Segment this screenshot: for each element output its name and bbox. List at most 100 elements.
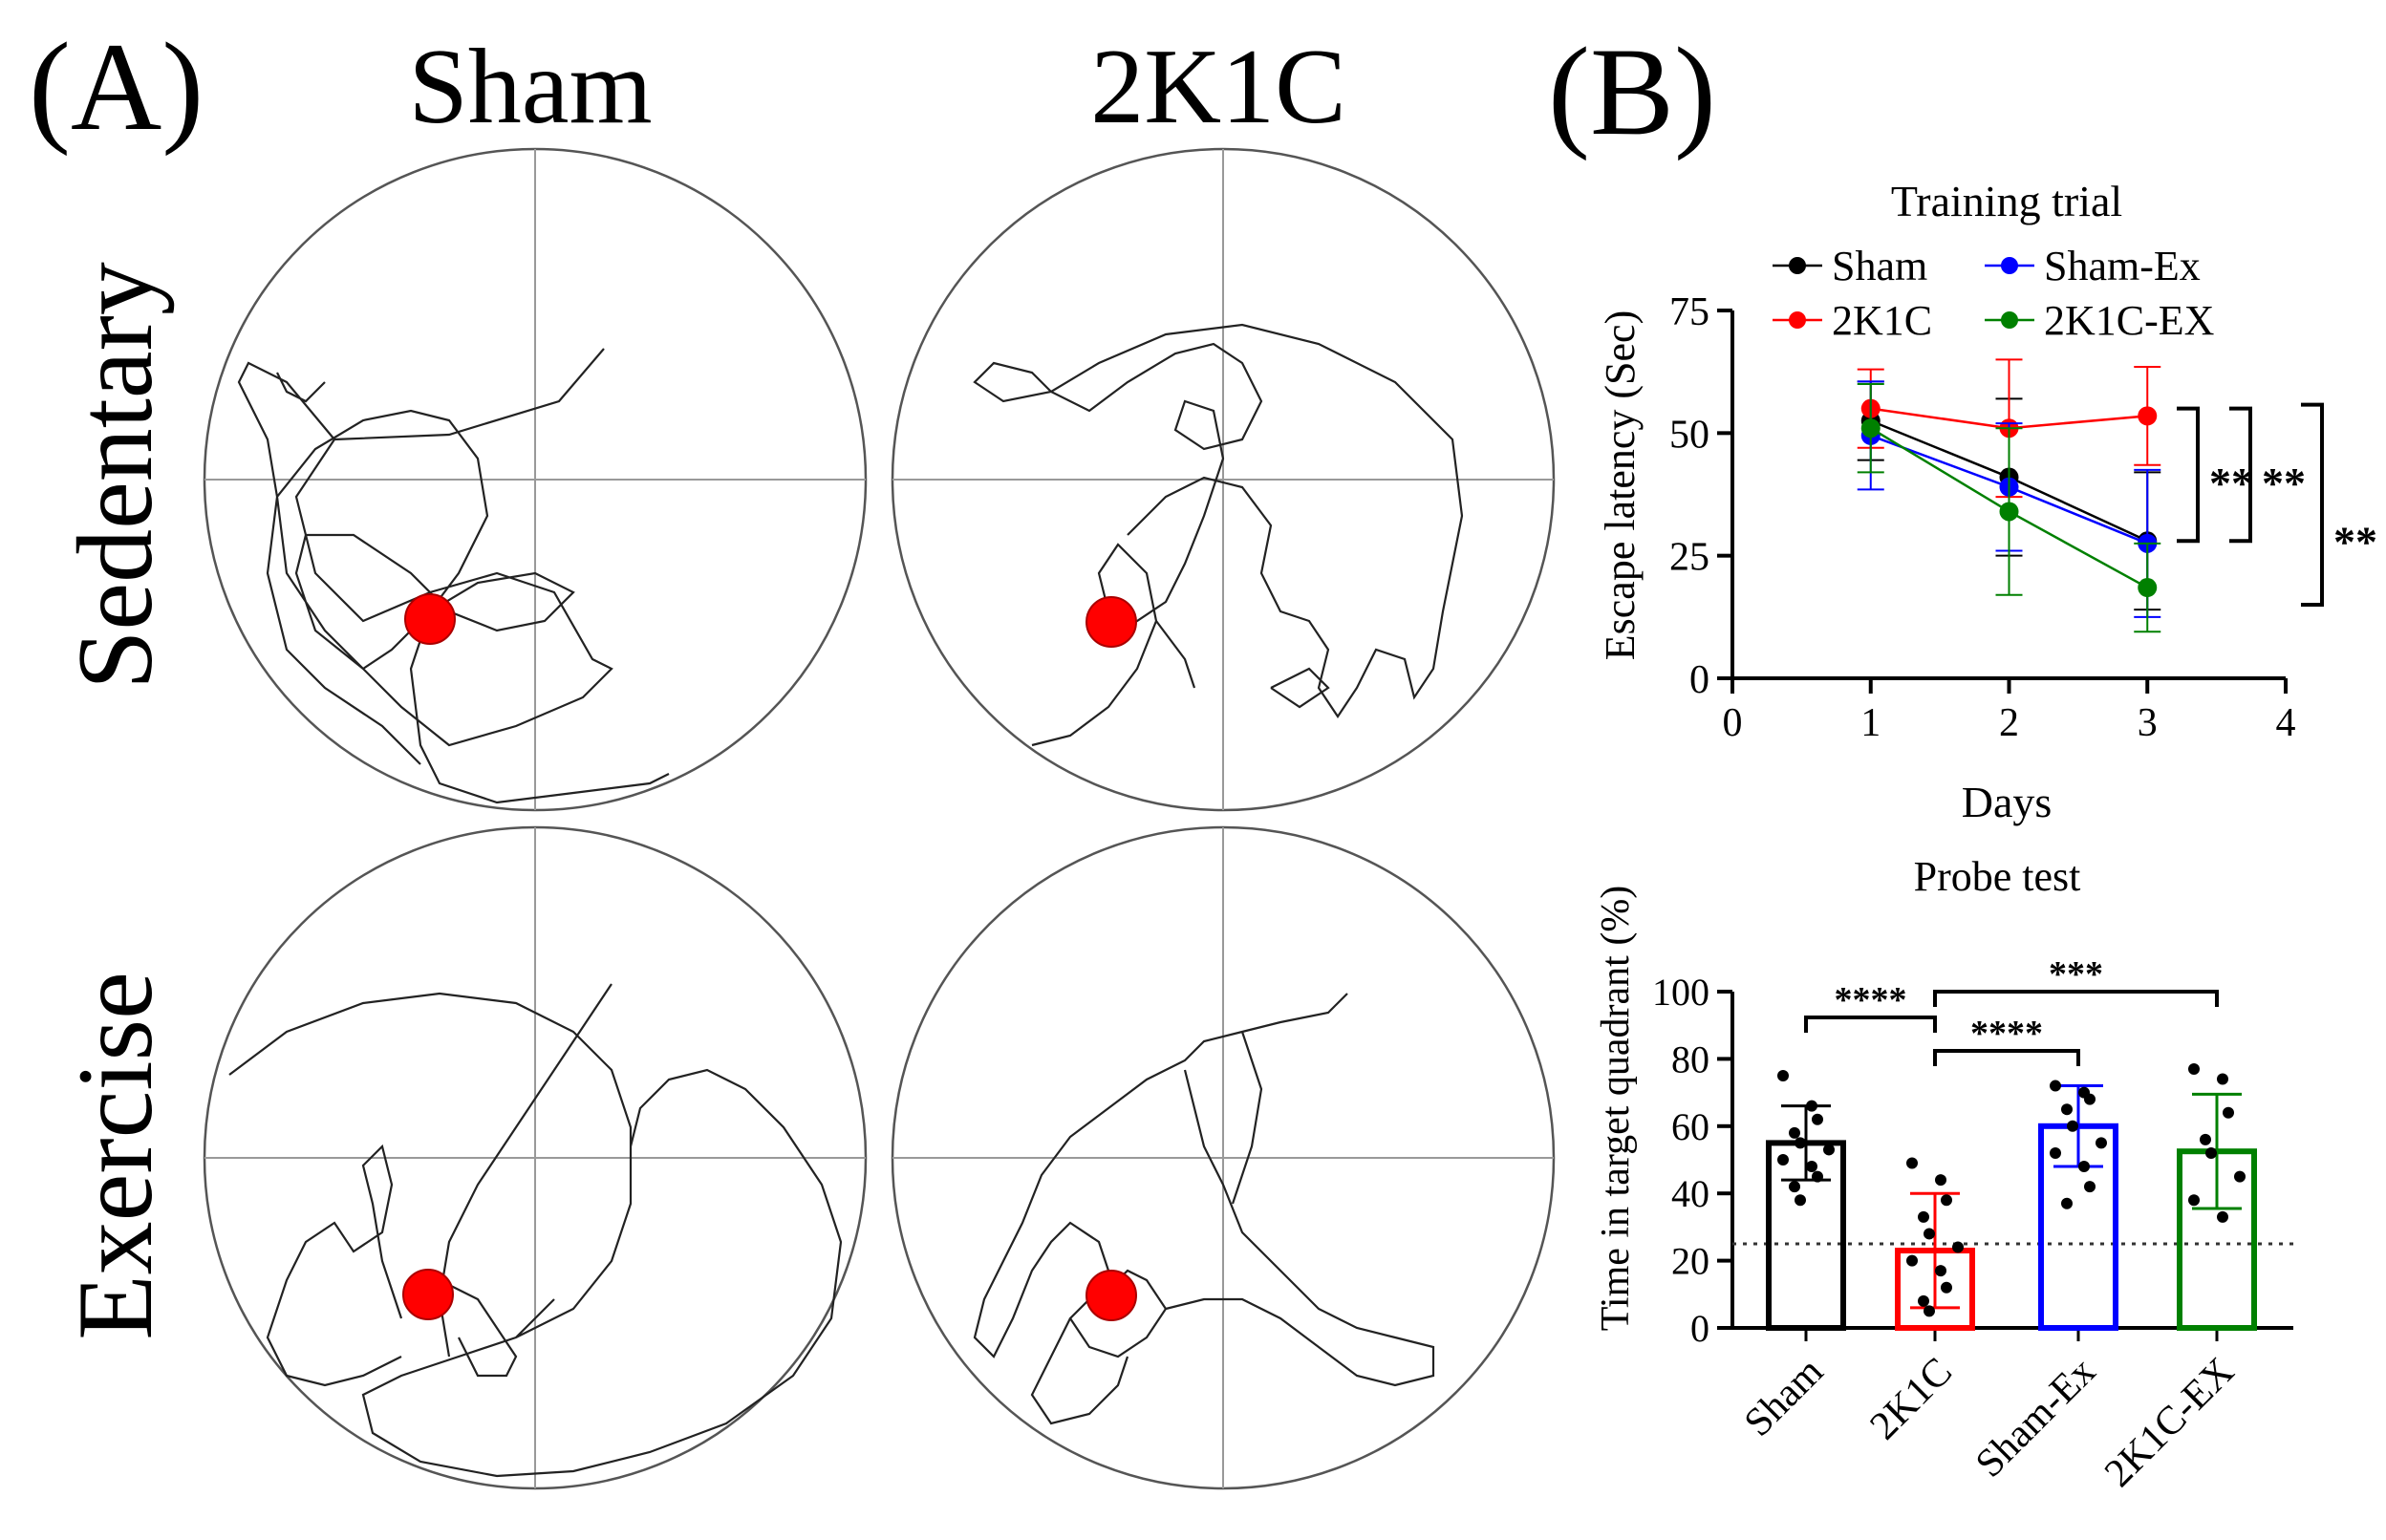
individual-point	[1777, 1154, 1789, 1166]
row-label-exercise: Exercise	[56, 972, 175, 1340]
individual-point	[1918, 1294, 1929, 1307]
maze-sham-exercise	[203, 825, 868, 1490]
training-trial-chart: Training trial Sham Sham-Ex 2K1C 2K1C-EX Es…	[1597, 177, 2377, 826]
platform-marker	[1086, 1270, 1137, 1321]
x-tick-label: 1	[1860, 701, 1881, 745]
x-tick-label: 0	[1723, 701, 1743, 745]
y-tick-label: 80	[1671, 1037, 1709, 1080]
x-tick-label: Sham	[1736, 1349, 1832, 1444]
row-label-sedentary: Sedentary	[56, 262, 175, 690]
comparison-label: ****	[1970, 1014, 2043, 1054]
chart-title: Probe test	[1914, 853, 2081, 900]
individual-point	[1918, 1210, 1929, 1223]
legend-label: 2K1C	[1832, 297, 1932, 344]
individual-point	[2200, 1133, 2211, 1145]
individual-point	[1935, 1265, 1946, 1277]
legend-marker	[2001, 257, 2018, 274]
y-tick-label: 60	[1671, 1105, 1709, 1148]
data-point	[2138, 406, 2158, 426]
x-tick-label: 3	[2138, 701, 2158, 745]
legend-label: 2K1C-EX	[2044, 297, 2214, 344]
x-tick-label: Sham-Ex	[1967, 1350, 2104, 1487]
legend: Sham Sham-Ex 2K1C 2K1C-EX	[1773, 243, 2214, 344]
col-label-sham: Sham	[408, 28, 652, 146]
maze-sham-sedentary	[203, 147, 868, 812]
comparison-brackets: ***********	[1804, 954, 2219, 1066]
swim-path	[973, 323, 1464, 747]
platform-marker	[1086, 596, 1137, 648]
data-point	[1860, 418, 1881, 438]
swim-path	[228, 983, 843, 1478]
y-tick-label: 0	[1689, 658, 1709, 702]
individual-point	[1795, 1194, 1806, 1207]
bar-group-2k1c	[1895, 1157, 1975, 1332]
individual-point	[2050, 1080, 2061, 1092]
legend-item-sham: Sham	[1773, 243, 1927, 289]
individual-point	[2067, 1120, 2078, 1132]
x-tick-label: 2K1C	[1862, 1350, 1961, 1448]
individual-point	[2050, 1146, 2061, 1159]
individual-point	[2188, 1194, 2200, 1207]
maze-2k1c-sedentary	[891, 147, 1556, 812]
significance-label: **	[2262, 459, 2306, 507]
individual-point	[2078, 1161, 2090, 1173]
bar-group-2k1c-ex	[2177, 1062, 2257, 1331]
comparison-label: ****	[1835, 980, 1907, 1020]
col-label-2k1c: 2K1C	[1090, 28, 1346, 146]
legend-item-2k1c: 2K1C	[1773, 297, 1932, 344]
comparison-bracket	[1933, 1049, 2080, 1066]
individual-point	[2084, 1181, 2096, 1193]
probe-test-chart: Probe test Time in target quadrant (%) 0…	[1594, 853, 2293, 1496]
data-point	[2138, 578, 2158, 598]
x-tick-label: 2K1C-EX	[2096, 1350, 2243, 1496]
y-axis-label: Time in target quadrant (%)	[1594, 886, 1638, 1332]
platform-marker	[402, 1269, 454, 1320]
series-2k1c-ex	[1857, 383, 2161, 633]
individual-point	[2096, 1137, 2107, 1149]
individual-point	[2061, 1197, 2073, 1209]
x-axis-label: Days	[1962, 778, 2053, 826]
individual-point	[2234, 1170, 2246, 1183]
individual-point	[1789, 1126, 1800, 1139]
significance-bracket	[2177, 406, 2200, 544]
x-tick-label: 4	[2276, 701, 2296, 745]
comparison-label: ***	[2049, 954, 2103, 995]
individual-point	[1941, 1281, 1952, 1294]
legend-item-2k1c-ex: 2K1C-EX	[1985, 297, 2214, 344]
significance-bracket	[2229, 406, 2252, 544]
x-tick-label: 2	[1999, 701, 2019, 745]
individual-point	[2188, 1062, 2200, 1075]
y-tick-label: 20	[1671, 1240, 1709, 1283]
legend-label: Sham-Ex	[2044, 243, 2201, 289]
bar-group-sham-ex	[2038, 1080, 2118, 1332]
individual-point	[2217, 1073, 2228, 1085]
y-axis-label: Escape latency (Sec)	[1597, 310, 1644, 660]
individual-point	[1806, 1161, 1817, 1173]
legend-marker	[1789, 257, 1806, 274]
legend-marker	[1789, 311, 1806, 329]
individual-point	[2061, 1103, 2073, 1116]
chart-title: Training trial	[1891, 177, 2122, 225]
y-tick-label: 25	[1669, 536, 1709, 580]
data-point	[1999, 502, 2019, 522]
plot-area	[1857, 358, 2161, 633]
y-tick-label: 0	[1690, 1307, 1709, 1350]
y-tick-label: 40	[1671, 1172, 1709, 1215]
maze-2k1c-exercise	[891, 825, 1556, 1490]
legend-label: Sham	[1832, 243, 1927, 289]
plot-area	[1732, 1062, 2293, 1332]
significance-bracket	[2301, 402, 2324, 607]
individual-point	[1806, 1100, 1817, 1112]
individual-point	[2217, 1210, 2228, 1223]
significance-label: **	[2333, 517, 2377, 566]
comparison-bracket	[1933, 990, 2219, 1007]
swim-path	[237, 348, 670, 804]
individual-point	[1924, 1228, 1935, 1240]
individual-point	[1906, 1254, 1918, 1267]
individual-point	[1789, 1181, 1800, 1193]
individual-point	[1906, 1157, 1918, 1169]
y-tick-label: 75	[1669, 290, 1709, 334]
y-tick-label: 50	[1669, 413, 1709, 457]
panel-a-label: (A)	[29, 16, 204, 157]
